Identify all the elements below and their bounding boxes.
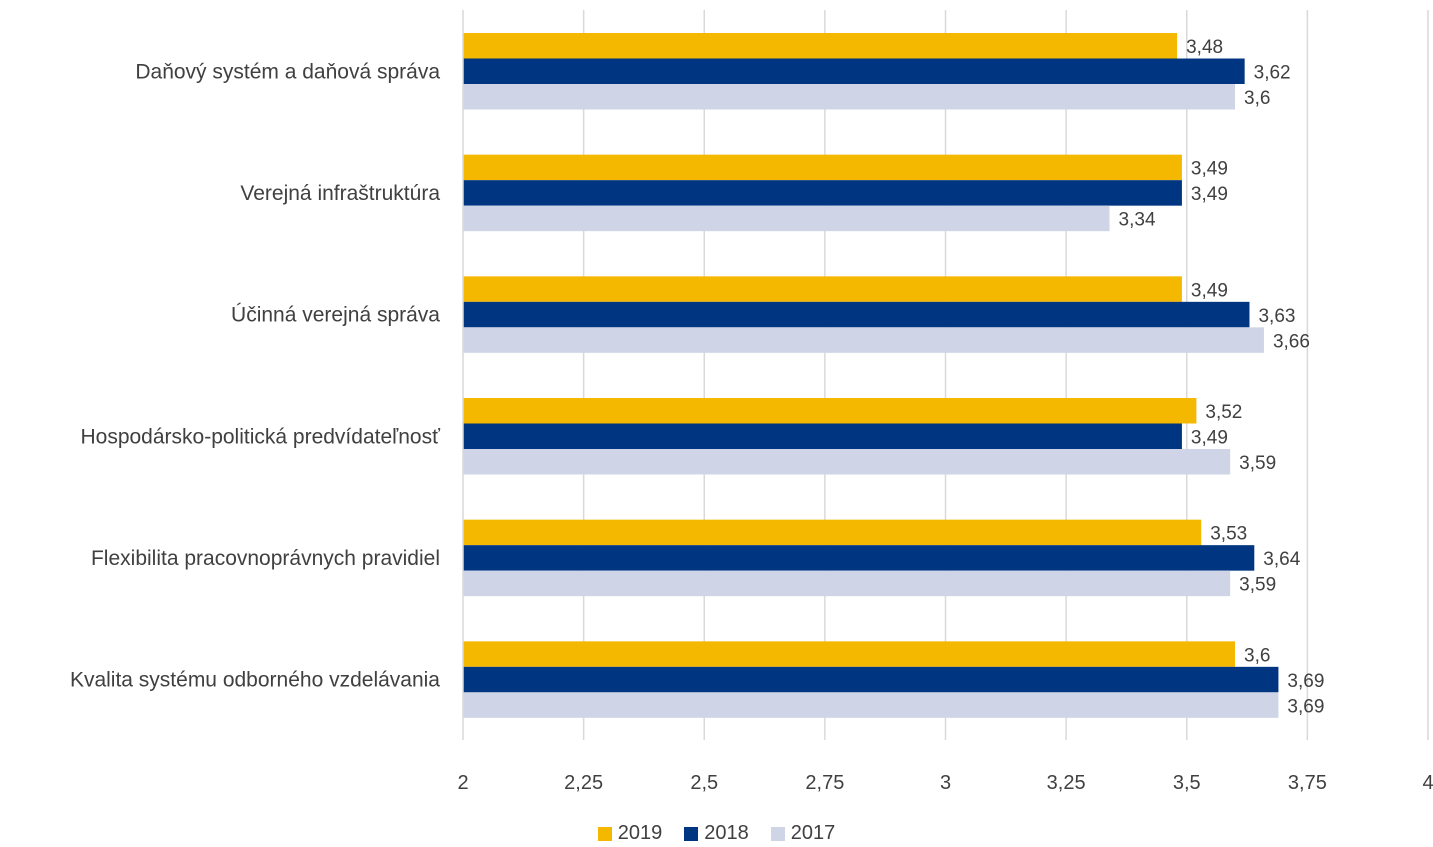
- legend-item-2017: 2017: [770, 822, 836, 845]
- x-tick-label: 4: [1422, 772, 1433, 794]
- x-tick-label: 2: [457, 772, 468, 794]
- x-tick-label: 2,25: [564, 772, 603, 794]
- data-label: 3,49: [1191, 428, 1228, 449]
- bar: [463, 205, 1110, 232]
- bar: [463, 276, 1182, 302]
- legend-item-2019: 2019: [597, 822, 663, 845]
- data-label: 3,64: [1263, 549, 1300, 570]
- data-label: 3,69: [1287, 671, 1324, 692]
- x-tick-label: 2,5: [690, 772, 718, 794]
- x-tick-label: 3,5: [1173, 772, 1201, 794]
- data-label: 3,52: [1205, 402, 1242, 423]
- category-label: Účinná verejná správa: [231, 304, 440, 327]
- bar: [463, 641, 1235, 667]
- bar: [463, 666, 1279, 693]
- data-label: 3,62: [1254, 63, 1291, 84]
- data-label: 3,6: [1244, 645, 1270, 666]
- data-label: 3,59: [1239, 453, 1276, 474]
- data-label: 3,59: [1239, 575, 1276, 596]
- bar: [463, 545, 1255, 571]
- category-label: Daňový systém a daňová správa: [135, 60, 440, 83]
- chart-legend: 2019 2018 2017: [0, 822, 1433, 845]
- data-label: 3,53: [1210, 524, 1247, 545]
- bar: [463, 519, 1202, 546]
- bar: [463, 180, 1182, 206]
- x-tick-label: 3,75: [1288, 772, 1327, 794]
- bar: [463, 449, 1231, 475]
- legend-label-2019: 2019: [617, 822, 663, 844]
- category-label: Hospodársko-politická predvídateľnosť: [80, 425, 441, 448]
- data-label: 3,63: [1258, 306, 1295, 327]
- bar: [463, 423, 1182, 449]
- category-label: Flexibilita pracovnoprávnych pravidiel: [91, 547, 440, 570]
- legend-swatch-2019: [597, 826, 612, 841]
- legend-swatch-2017: [770, 826, 785, 841]
- bar: [463, 570, 1231, 597]
- bar: [463, 692, 1279, 718]
- legend-label-2018: 2018: [704, 822, 749, 844]
- legend-swatch-2018: [684, 826, 699, 841]
- bar: [463, 327, 1264, 353]
- category-label: Kvalita systému odborného vzdelávania: [70, 669, 440, 692]
- data-label: 3,49: [1191, 280, 1228, 301]
- bar: [463, 398, 1197, 424]
- legend-item-2018: 2018: [684, 822, 749, 845]
- x-tick-label: 3: [940, 772, 951, 794]
- data-label: 3,48: [1186, 37, 1223, 58]
- x-tick-label: 3,25: [1047, 772, 1086, 794]
- category-label: Verejná infraštruktúra: [240, 182, 440, 205]
- bar: [463, 154, 1182, 181]
- bar: [463, 33, 1178, 59]
- data-label: 3,49: [1191, 184, 1228, 205]
- bar: [463, 301, 1250, 328]
- legend-label-2017: 2017: [790, 822, 836, 844]
- data-label: 3,49: [1191, 159, 1228, 180]
- data-label: 3,6: [1244, 88, 1270, 109]
- data-label: 3,66: [1273, 331, 1310, 352]
- bar: [463, 84, 1235, 110]
- x-tick-label: 2,75: [805, 772, 844, 794]
- data-label: 3,69: [1287, 696, 1324, 717]
- data-label: 3,34: [1119, 210, 1156, 231]
- bar: [463, 58, 1245, 84]
